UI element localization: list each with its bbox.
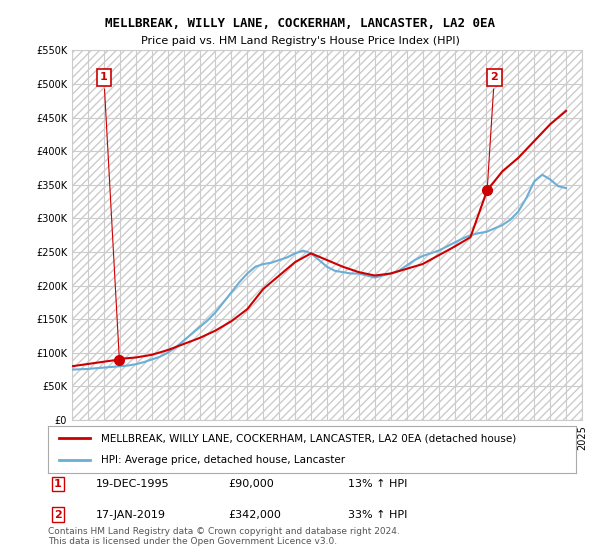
Text: MELLBREAK, WILLY LANE, COCKERHAM, LANCASTER, LA2 0EA: MELLBREAK, WILLY LANE, COCKERHAM, LANCAS… — [105, 17, 495, 30]
Text: HPI: Average price, detached house, Lancaster: HPI: Average price, detached house, Lanc… — [101, 455, 345, 465]
Text: 2: 2 — [54, 510, 62, 520]
Text: 13% ↑ HPI: 13% ↑ HPI — [348, 479, 407, 489]
Text: MELLBREAK, WILLY LANE, COCKERHAM, LANCASTER, LA2 0EA (detached house): MELLBREAK, WILLY LANE, COCKERHAM, LANCAS… — [101, 433, 516, 444]
Text: Contains HM Land Registry data © Crown copyright and database right 2024.
This d: Contains HM Land Registry data © Crown c… — [48, 526, 400, 546]
Text: 33% ↑ HPI: 33% ↑ HPI — [348, 510, 407, 520]
Text: 19-DEC-1995: 19-DEC-1995 — [96, 479, 170, 489]
Text: £342,000: £342,000 — [228, 510, 281, 520]
Text: 17-JAN-2019: 17-JAN-2019 — [96, 510, 166, 520]
Text: 2: 2 — [487, 72, 498, 188]
Text: 1: 1 — [54, 479, 62, 489]
Text: Price paid vs. HM Land Registry's House Price Index (HPI): Price paid vs. HM Land Registry's House … — [140, 36, 460, 46]
Text: 1: 1 — [100, 72, 119, 357]
Text: £90,000: £90,000 — [228, 479, 274, 489]
